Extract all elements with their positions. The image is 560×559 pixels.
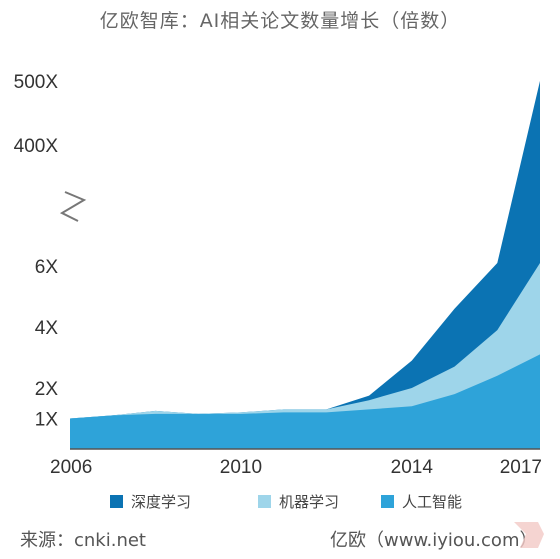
legend-swatch: [381, 495, 394, 508]
x-tick-label: 2010: [220, 457, 262, 478]
source-note: 来源：cnki.net: [20, 530, 146, 551]
x-tick-label: 2014: [391, 457, 434, 478]
tick-layer: 2006 2010 2014 2017 1X 2X 4X 6X 400X 500X: [14, 72, 542, 478]
axis-layer: [59, 191, 540, 450]
y-tick-label: 1X: [35, 410, 59, 431]
y-tick-label: 400X: [14, 136, 59, 157]
legend-label: 人工智能: [402, 493, 463, 511]
chart-title: 亿欧智库：AI相关论文数量增长（倍数）: [99, 10, 461, 32]
legend-swatch: [258, 495, 271, 508]
legend-label: 机器学习: [279, 493, 340, 511]
legend: 深度学习 机器学习 人工智能: [0, 491, 560, 515]
legend-item-deep-learning: 深度学习: [110, 491, 191, 512]
y-tick-label: 4X: [35, 318, 59, 339]
x-tick-label: 2017: [500, 457, 542, 478]
area-layer: [70, 80, 540, 450]
legend-item-ai: 人工智能: [381, 491, 462, 512]
brand-note: 亿欧（www.iyiou.com）: [330, 530, 538, 551]
x-tick-label: 2006: [50, 457, 92, 478]
area-series-deep-learning: [70, 80, 540, 450]
legend-label: 深度学习: [131, 493, 192, 511]
stacked-area-chart: 2006 2010 2014 2017 1X 2X 4X 6X 400X 500X: [14, 72, 542, 478]
area-series-ai: [70, 354, 540, 449]
axis-break-mark: [59, 191, 87, 222]
y-tick-label: 500X: [14, 72, 59, 93]
legend-item-machine-learning: 机器学习: [258, 491, 339, 512]
y-tick-label: 6X: [35, 257, 59, 278]
watermark-logo-icon: [514, 522, 544, 548]
y-tick-label: 2X: [35, 379, 59, 400]
area-series-machine-learning: [70, 263, 540, 449]
legend-swatch: [110, 495, 123, 508]
